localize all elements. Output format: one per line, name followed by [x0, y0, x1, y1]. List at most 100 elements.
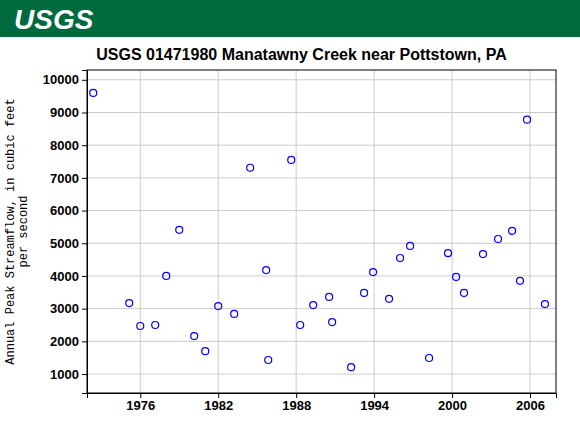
tick-mark	[82, 309, 87, 310]
grid-line-x	[452, 70, 453, 393]
point	[541, 301, 548, 308]
point	[126, 300, 133, 307]
point	[263, 267, 270, 274]
point	[397, 254, 404, 261]
point	[163, 272, 170, 279]
tick: 10000	[43, 72, 87, 87]
grid-line-y	[87, 374, 556, 375]
point	[370, 269, 377, 276]
tick-label: 1976	[126, 398, 155, 413]
grid-line-x	[218, 70, 219, 393]
point	[407, 242, 414, 249]
y-axis: 1000 2000 3000 4000 5000 6000 7000 8000 9000 1000…	[43, 71, 88, 394]
y-axis-title: Annual Peak Streamflow, in cubic feetper…	[4, 98, 31, 364]
tick-label: 1000	[50, 367, 79, 382]
tick-label: 6000	[50, 203, 79, 218]
tick-mark	[82, 341, 87, 342]
grid-line-y	[87, 79, 556, 80]
axis-line	[88, 394, 557, 399]
grid-line-y	[87, 308, 556, 309]
tick-label: 9000	[50, 105, 79, 120]
grid-line-y	[87, 243, 556, 244]
point	[288, 156, 295, 163]
point	[348, 364, 355, 371]
grid	[87, 70, 556, 393]
tick: 8000	[50, 138, 87, 153]
tick-label: 1982	[204, 398, 233, 413]
grid-line-x	[296, 70, 297, 393]
point	[247, 164, 254, 171]
grid-line-y	[87, 177, 556, 178]
point	[361, 289, 368, 296]
grid-line-y	[87, 145, 556, 146]
point	[176, 226, 183, 233]
logo: USGS	[14, 4, 94, 35]
tick: 7000	[50, 171, 87, 186]
point	[426, 355, 433, 362]
tick: 1988	[282, 393, 311, 413]
point	[152, 322, 159, 329]
tick-label: 1994	[360, 398, 390, 413]
point	[326, 293, 333, 300]
tick: 6000	[50, 203, 87, 218]
y-axis-title-line: per second	[17, 195, 31, 267]
tick: 1976	[126, 393, 155, 413]
point	[517, 277, 524, 284]
point	[310, 302, 317, 309]
axis-line	[82, 71, 88, 394]
tick-label: 5000	[50, 236, 79, 251]
tick: 3000	[50, 301, 87, 316]
point	[202, 348, 209, 355]
tick-mark	[82, 80, 87, 81]
tick-mark	[82, 374, 87, 375]
point	[461, 289, 468, 296]
tick-mark	[82, 211, 87, 212]
grid-line-x	[140, 70, 141, 393]
tick: 1994	[360, 393, 390, 413]
tick-label: 2000	[50, 334, 79, 349]
point	[453, 273, 460, 280]
point	[90, 89, 97, 96]
header-band	[0, 0, 580, 37]
x-axis: 1976 1982 1988 1994 2000 2006	[88, 393, 557, 413]
grid-line-y	[87, 210, 556, 211]
tick-mark	[82, 145, 87, 146]
chart: USGSUSGS 01471980 Manatawny Creek near P…	[0, 0, 580, 430]
tick-label: 2000	[438, 398, 467, 413]
point	[445, 250, 452, 257]
y-axis-title-line: Annual Peak Streamflow, in cubic feet	[4, 98, 18, 364]
grid-line-y	[87, 341, 556, 342]
tick-mark	[82, 276, 87, 277]
tick-mark	[82, 243, 87, 244]
point	[524, 116, 531, 123]
point	[265, 356, 272, 363]
point	[509, 227, 516, 234]
point	[137, 322, 144, 329]
tick-label: 7000	[50, 171, 79, 186]
grid-line-y	[87, 112, 556, 113]
tick-mark	[82, 178, 87, 179]
tick: 2000	[50, 334, 87, 349]
tick: 5000	[50, 236, 87, 251]
tick: 2006	[516, 393, 545, 413]
point	[479, 251, 486, 258]
point	[386, 295, 393, 302]
tick-mark	[82, 113, 87, 114]
tick-label: 10000	[43, 72, 79, 87]
tick: 4000	[50, 269, 87, 284]
plot-frame	[87, 70, 556, 393]
point	[215, 303, 222, 310]
point	[495, 236, 502, 243]
tick: 1000	[50, 367, 87, 382]
point	[297, 322, 304, 329]
tick-label: 3000	[50, 301, 79, 316]
point	[191, 333, 198, 340]
grid-line-x	[374, 70, 375, 393]
points	[90, 89, 549, 370]
tick: 2000	[438, 393, 467, 413]
grid-line-y	[87, 275, 556, 276]
title: USGS 01471980 Manatawny Creek near Potts…	[96, 46, 507, 63]
tick-label: 2006	[516, 398, 545, 413]
tick-label: 8000	[50, 138, 79, 153]
tick: 1982	[204, 393, 233, 413]
